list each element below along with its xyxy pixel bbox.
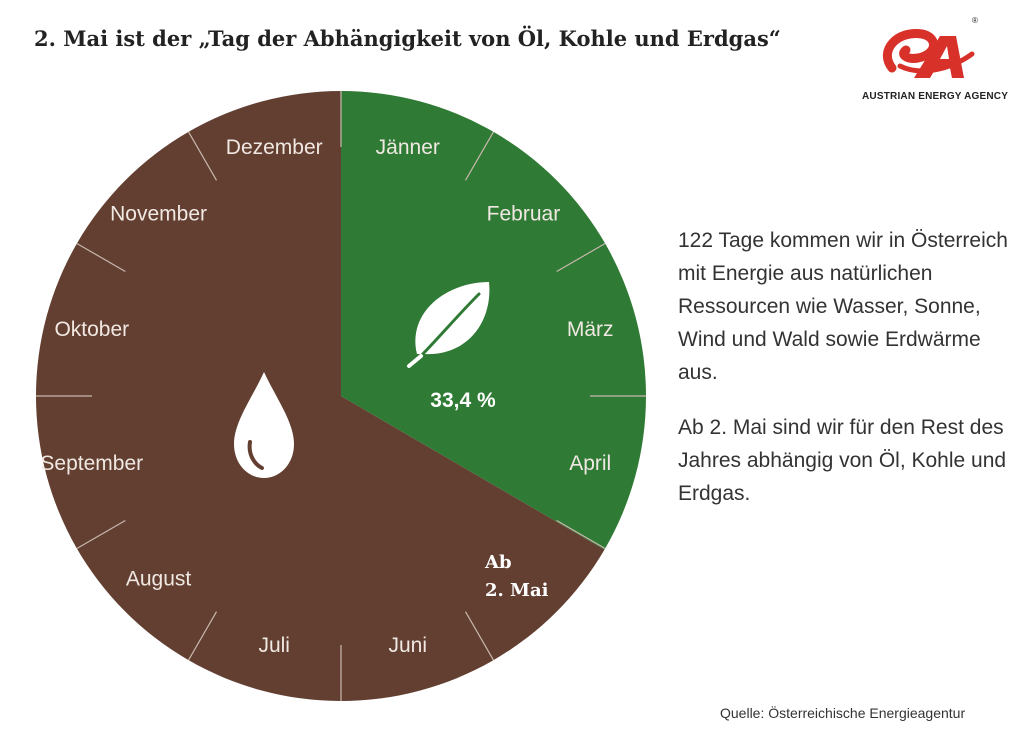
renewable-percentage-label: 33,4 %	[430, 389, 496, 412]
month-label: Februar	[487, 203, 561, 226]
month-label: Juli	[258, 634, 290, 657]
month-dividers	[36, 91, 646, 701]
month-label: März	[567, 318, 614, 341]
callout-ab-label: Ab	[484, 552, 512, 573]
explanation-paragraph-1: 122 Tage kommen wir in Österreich mit En…	[678, 229, 1008, 384]
logo-registered-mark: ®	[972, 16, 978, 25]
month-divider	[556, 519, 606, 550]
month-label: April	[569, 452, 611, 475]
source-note: Quelle: Österreichische Energieagentur	[720, 705, 966, 721]
pie-slice-renewable	[341, 91, 646, 550]
austrian-energy-agency-logo: ®	[882, 16, 978, 78]
month-divider	[187, 131, 218, 181]
month-label: Oktober	[54, 318, 129, 341]
month-divider	[76, 242, 126, 273]
month-label: August	[126, 567, 192, 590]
logo-swoosh	[882, 29, 938, 73]
month-divider	[187, 611, 218, 661]
month-divider	[556, 242, 606, 273]
pie-slice-fossil	[35, 91, 605, 701]
explanation-paragraph-2: Ab 2. Mai sind wir für den Rest des Jahr…	[678, 416, 1007, 505]
month-labels: Jänner Februar März April Juni Juli August Sept…	[40, 136, 613, 657]
month-label: Juni	[389, 634, 428, 657]
callout-date-label: 2. Mai	[485, 580, 549, 601]
logo-text: AUSTRIAN ENERGY AGENCY	[862, 91, 1009, 102]
month-divider	[464, 131, 495, 181]
month-divider	[464, 611, 495, 661]
month-label: Jänner	[376, 136, 440, 159]
drop-icon	[234, 372, 294, 478]
month-label: Dezember	[226, 136, 323, 159]
explanation-text: 122 Tage kommen wir in Österreich mit En…	[678, 224, 1008, 532]
month-divider	[76, 519, 126, 550]
leaf-icon	[407, 282, 490, 368]
month-label: September	[40, 452, 143, 475]
page-title: 2. Mai ist der „Tag der Abhängigkeit von…	[34, 26, 781, 51]
month-label: November	[110, 203, 207, 226]
